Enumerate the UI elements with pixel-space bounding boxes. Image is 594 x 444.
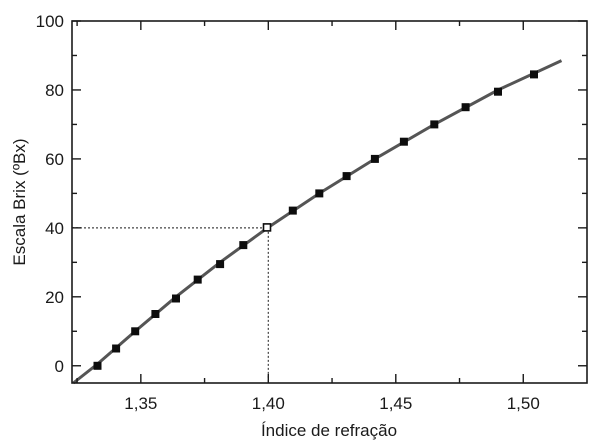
data-point xyxy=(112,344,121,353)
y-tick-label: 80 xyxy=(45,81,64,100)
data-point xyxy=(93,361,102,370)
x-axis-title: Índice de refração xyxy=(261,421,397,440)
data-point xyxy=(370,154,379,163)
x-tick-label: 1,50 xyxy=(507,394,540,413)
data-point xyxy=(288,206,297,215)
data-points-layer xyxy=(93,70,538,370)
ticks-layer xyxy=(72,20,587,383)
x-tick-label: 1,35 xyxy=(124,394,157,413)
y-tick-label: 100 xyxy=(36,12,64,31)
x-tick-label: 1,45 xyxy=(379,394,412,413)
data-point xyxy=(494,87,502,96)
data-point xyxy=(461,103,470,112)
data-point xyxy=(342,172,351,181)
data-point xyxy=(262,223,272,232)
data-point xyxy=(172,294,180,303)
data-point xyxy=(216,260,225,269)
data-point xyxy=(430,120,439,129)
plot-frame xyxy=(71,20,588,384)
tick-labels-layer: 0 20 40 60 80 100 1,35 1,40 1,45 1,50 xyxy=(36,12,540,413)
fit-curve xyxy=(72,59,563,385)
data-point xyxy=(399,137,408,146)
data-point xyxy=(193,275,202,284)
y-axis-title: Escala Brix (ºBx) xyxy=(10,138,29,265)
data-point xyxy=(315,189,324,198)
y-tick-label: 40 xyxy=(45,219,64,238)
data-point xyxy=(151,310,160,318)
data-point xyxy=(131,327,140,336)
fit-curve-layer xyxy=(72,59,563,385)
y-tick-label: 0 xyxy=(55,357,64,376)
y-tick-label: 20 xyxy=(45,288,64,307)
reference-lines xyxy=(72,227,269,383)
x-tick-label: 1,40 xyxy=(252,394,285,413)
y-tick-label: 60 xyxy=(45,150,64,169)
data-point xyxy=(530,70,538,79)
data-point xyxy=(239,241,248,250)
